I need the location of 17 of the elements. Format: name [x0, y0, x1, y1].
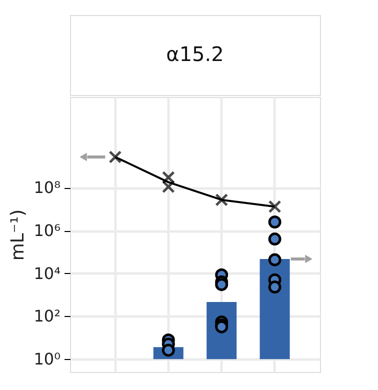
point — [215, 193, 228, 206]
y-tick-label: 10⁴ — [34, 264, 60, 283]
point — [268, 216, 282, 228]
y-tick-label: 10² — [34, 306, 60, 326]
point — [268, 280, 282, 294]
y-axis-title: mL⁻¹) — [8, 209, 29, 261]
point — [108, 150, 122, 164]
point — [215, 278, 228, 292]
point — [268, 200, 282, 214]
point — [268, 253, 282, 266]
y-tick-label: 10⁰ — [34, 350, 60, 369]
y-tick-label: 10⁸ — [34, 178, 60, 198]
chart-title: α15.2 — [166, 42, 224, 66]
bar — [260, 258, 290, 360]
point — [268, 232, 282, 246]
y-tick-label: 10⁶ — [34, 221, 60, 240]
point — [162, 344, 175, 357]
